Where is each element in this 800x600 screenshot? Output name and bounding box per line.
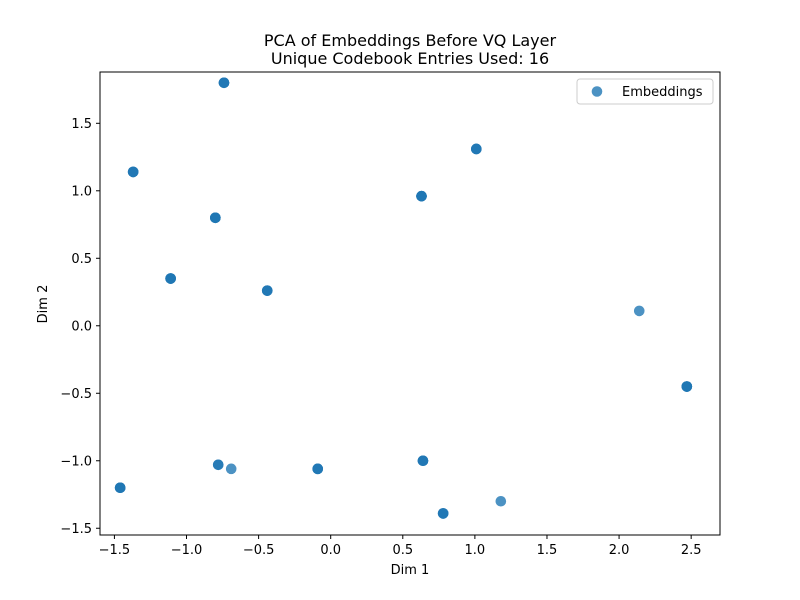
data-point bbox=[212, 459, 224, 471]
data-point bbox=[416, 190, 427, 202]
legend-box bbox=[576, 78, 714, 105]
y-tick-label: 1.0 bbox=[71, 184, 92, 199]
data-point bbox=[437, 508, 449, 519]
x-tick-label: −1.5 bbox=[99, 543, 131, 558]
x-tick-label: 0.5 bbox=[392, 543, 413, 558]
plot-area: −1.5 −1.0 −0.5 0.0 0.5 1.0 1.5 2.0 2.5 −1.5 −1.0 −0… bbox=[60, 71, 721, 558]
y-tick-label: −1.0 bbox=[60, 454, 92, 469]
data-point bbox=[165, 273, 176, 284]
data-point bbox=[261, 285, 273, 296]
data-point bbox=[312, 463, 324, 475]
x-tick-label: 1.5 bbox=[537, 543, 558, 558]
y-tick-label: −1.5 bbox=[60, 522, 92, 537]
data-point bbox=[471, 143, 482, 155]
x-tick-label: −1.0 bbox=[171, 543, 203, 558]
y-tick-label: −0.5 bbox=[60, 387, 92, 402]
x-tick-label: 1.0 bbox=[465, 543, 486, 558]
chart-title: PCA of Embeddings Before VQ Layer bbox=[264, 31, 557, 50]
legend-label: Embeddings bbox=[622, 85, 703, 100]
y-tick-label: 0.5 bbox=[71, 252, 92, 267]
axes-frame bbox=[99, 71, 721, 536]
y-tick-label: 0.0 bbox=[71, 319, 92, 334]
data-point bbox=[225, 463, 237, 475]
data-point bbox=[218, 77, 230, 89]
x-tick-label: −0.5 bbox=[243, 543, 275, 558]
x-tick-label: 0.0 bbox=[320, 543, 341, 558]
x-tick-label: 2.0 bbox=[609, 543, 630, 558]
x-tick-label: 2.5 bbox=[681, 543, 702, 558]
x-axis-label: Dim 1 bbox=[391, 563, 430, 578]
data-point bbox=[495, 495, 507, 507]
legend-marker bbox=[591, 86, 603, 97]
data-point bbox=[417, 455, 429, 467]
data-point bbox=[114, 482, 126, 494]
chart-subtitle: Unique Codebook Entries Used: 16 bbox=[271, 49, 549, 68]
data-point bbox=[633, 305, 645, 317]
data-point bbox=[681, 381, 693, 392]
data-point bbox=[127, 166, 139, 178]
data-point bbox=[210, 212, 221, 224]
y-tick-label: 1.5 bbox=[71, 117, 92, 132]
y-axis-label: Dim 2 bbox=[36, 285, 51, 324]
